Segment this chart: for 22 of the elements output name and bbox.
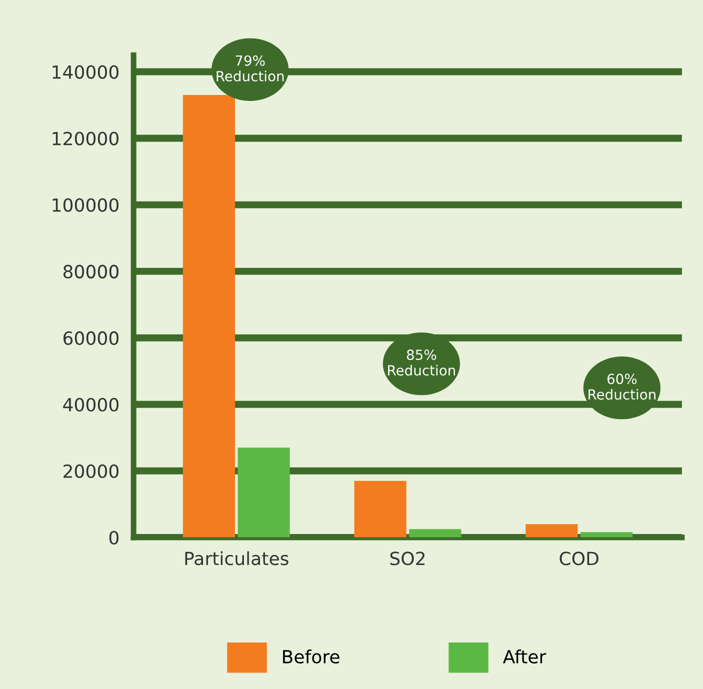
bar [526,524,578,538]
y-tick-label: 120000 [52,132,118,146]
annotation: 79% Reduction [216,55,284,82]
bar [354,480,406,538]
y-tick-label: 60000 [64,331,118,345]
annotation: 60% Reduction [588,374,656,400]
bar [409,529,462,538]
bar [182,95,236,538]
y-tick-label: 0 [109,530,118,545]
x-tick-label: Particulates [185,551,288,566]
legend-label: After [502,650,546,664]
y-tick-label: 100000 [52,198,118,212]
annotation: 85% Reduction [388,350,455,376]
legend-label: Before [283,650,340,664]
x-tick-label: COD [560,552,598,566]
bar [238,448,290,538]
y-tick-label: 80000 [63,264,118,278]
y-tick-label: 140000 [52,65,118,79]
y-tick-label: 40000 [63,398,118,412]
x-tick-label: SO2 [390,552,425,566]
y-tick-label: 20000 [64,464,118,478]
bar [580,532,633,538]
